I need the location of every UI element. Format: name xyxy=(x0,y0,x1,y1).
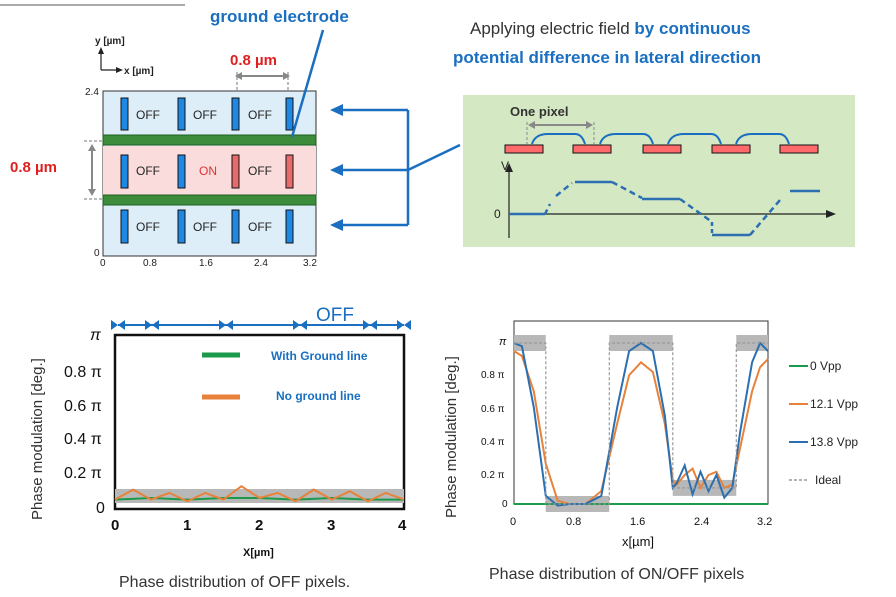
chart-onoff-caption: Phase distribution of ON/OFF pixels xyxy=(489,566,745,583)
ground-line-bottom xyxy=(102,194,317,206)
onoff-xtick: 3.2 xyxy=(757,516,772,528)
field-title-line1: Applying electric field by continuous xyxy=(470,19,751,38)
off-ytick: 0.4 π xyxy=(64,431,102,448)
field-panel: One pixel V 0 xyxy=(463,95,855,247)
legend-ideal: Ideal xyxy=(815,473,841,487)
field-title-line2: potential difference in lateral directio… xyxy=(453,48,761,67)
arrow-head xyxy=(330,164,343,176)
pixel-state: OFF xyxy=(248,164,272,178)
ground-electrode-label: ground electrode xyxy=(210,7,349,26)
axes-x-label: x [µm] xyxy=(124,66,154,77)
pitch-label-side: 0.8 µm xyxy=(10,159,57,176)
layout-xtick: 0.8 xyxy=(143,258,157,269)
onoff-xtick: 0 xyxy=(510,516,516,528)
seg-arrowhead xyxy=(404,320,411,330)
series-line-13-8-vpp xyxy=(513,341,769,507)
onoff-xtick: 0.8 xyxy=(566,516,581,528)
seg-arrowhead xyxy=(293,320,300,330)
pitch-label-top: 0.8 µm xyxy=(230,52,277,69)
off-ytick: 0.6 π xyxy=(64,398,102,415)
row-arrows xyxy=(340,108,461,227)
seg-arrowhead xyxy=(219,320,226,330)
electrode-row-2 xyxy=(120,154,294,189)
layout-xtick: 0 xyxy=(100,258,106,269)
chart-onoff-plot-frame xyxy=(513,320,769,505)
legend-0vpp: 0 Vpp xyxy=(810,359,842,373)
chart-off-title: OFF xyxy=(316,305,354,326)
onoff-xtick: 1.6 xyxy=(630,516,645,528)
electrode-row-1 xyxy=(120,97,294,131)
off-xlabel: X[µm] xyxy=(243,547,274,559)
off-xtick: 1 xyxy=(183,517,191,534)
layout-xtick: 2.4 xyxy=(254,258,268,269)
axes-glyph: y [µm] x [µm] xyxy=(95,36,154,77)
seg-arrowhead xyxy=(145,320,152,330)
seg-arrowhead xyxy=(226,320,233,330)
arrow-head xyxy=(330,219,343,231)
v-label: V xyxy=(501,159,509,173)
pixel-state: ON xyxy=(199,164,217,178)
chart-off-plot-frame xyxy=(113,333,406,511)
off-ylabel: Phase modulation [deg.] xyxy=(29,358,46,520)
seg-arrowhead xyxy=(370,320,377,330)
zero-label: 0 xyxy=(494,207,501,221)
ground-line-top xyxy=(102,134,317,146)
pixel-state: OFF xyxy=(136,164,160,178)
pixel-layout: OFF OFF OFF OFF ON OFF OFF OFF OFF xyxy=(84,90,317,257)
layout-xtick: 3.2 xyxy=(303,258,317,269)
pixel-state: OFF xyxy=(136,108,160,122)
onoff-xlabel: x[µm] xyxy=(622,534,654,549)
pixel-state: OFF xyxy=(193,220,217,234)
pixel-state: OFF xyxy=(248,108,272,122)
layout-xtick: 1.6 xyxy=(199,258,213,269)
seg-arrowhead xyxy=(152,320,159,330)
legend-noground: No ground line xyxy=(276,389,361,403)
onoff-ytick: 0.8 π xyxy=(481,370,505,381)
off-xtick: 4 xyxy=(398,517,407,534)
chart-off: OFF With Ground line No ground line π 0.… xyxy=(29,305,411,559)
off-ytick: 0 xyxy=(96,500,105,517)
seg-arrowhead xyxy=(300,320,307,330)
seg-arrowhead xyxy=(118,320,125,330)
series-line-no-ground-line xyxy=(114,484,405,503)
off-ytick: 0.2 π xyxy=(64,465,102,482)
off-xtick: 3 xyxy=(327,517,335,534)
axes-y-label: y [µm] xyxy=(95,36,125,47)
legend-ground: With Ground line xyxy=(271,349,368,363)
seg-arrowhead xyxy=(363,320,370,330)
onoff-ytick: 0 xyxy=(502,499,508,510)
pixel-state: OFF xyxy=(136,220,160,234)
seg-arrowhead xyxy=(397,320,404,330)
chart-off-caption: Phase distribution of OFF pixels. xyxy=(119,574,351,591)
off-ytick: π xyxy=(90,327,101,344)
pitch-dimension-side: 0.8 µm xyxy=(10,144,96,196)
off-xtick: 2 xyxy=(255,517,263,534)
onoff-ytick: π xyxy=(499,336,507,348)
onoff-ylabel: Phase modulation [deg.] xyxy=(443,356,460,518)
pixel-state: OFF xyxy=(248,220,272,234)
off-xtick: 0 xyxy=(111,517,119,534)
electrode-row-3 xyxy=(120,209,294,244)
legend-121vpp: 12.1 Vpp xyxy=(810,397,858,411)
one-pixel-label: One pixel xyxy=(510,104,569,119)
legend-138vpp: 13.8 Vpp xyxy=(810,435,858,449)
ground-pointer xyxy=(290,29,325,138)
off-ytick: 0.8 π xyxy=(64,364,102,381)
layout-ytick: 2.4 xyxy=(85,87,99,98)
pixel-state: OFF xyxy=(193,108,217,122)
layout-ytick: 0 xyxy=(94,248,100,259)
chart-onoff: π 0.8 π 0.6 π 0.4 π 0.2 π 0 0 0.8 1.6 2.… xyxy=(443,320,858,549)
series-line-ideal xyxy=(514,342,768,505)
arrow-head xyxy=(330,104,343,116)
pitch-dimension-top: 0.8 µm xyxy=(230,52,290,96)
onoff-ytick: 0.6 π xyxy=(481,404,505,415)
onoff-ytick: 0.4 π xyxy=(481,437,505,448)
onoff-ytick: 0.2 π xyxy=(481,470,505,481)
ideal-band-on xyxy=(736,335,768,351)
seg-arrowhead xyxy=(111,320,118,330)
onoff-xtick: 2.4 xyxy=(694,516,709,528)
